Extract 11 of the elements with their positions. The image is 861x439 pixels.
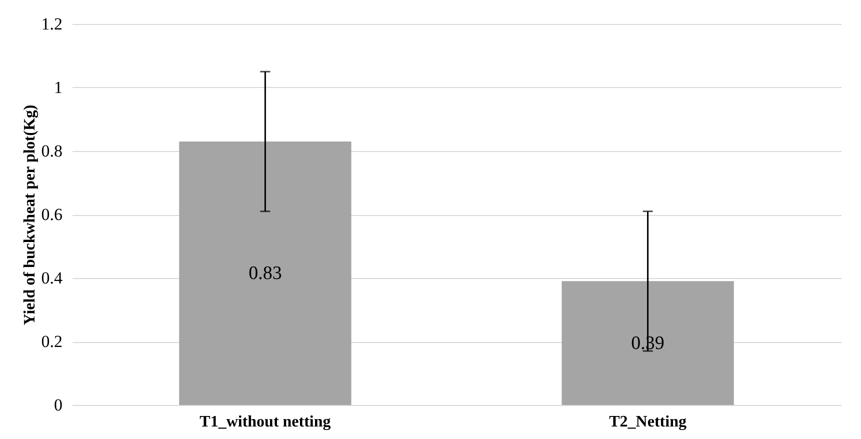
y-tick-label: 0.6 xyxy=(41,205,62,224)
x-tick-label: T1_without netting xyxy=(200,414,331,430)
y-tick-label: 0.8 xyxy=(41,142,62,160)
y-tick-label: 0 xyxy=(54,396,62,414)
y-tick-label: 0.4 xyxy=(41,268,63,288)
y-tick-label: 1 xyxy=(54,78,62,97)
y-tick-label: 0.2 xyxy=(41,332,62,351)
x-tick-label: T2_Netting xyxy=(609,414,686,430)
y-axis-title: Yield of buckwheat per plot(Kg) xyxy=(21,104,38,326)
y-tick-label: 1.2 xyxy=(41,14,62,34)
data-label: 0.83 xyxy=(248,263,282,284)
